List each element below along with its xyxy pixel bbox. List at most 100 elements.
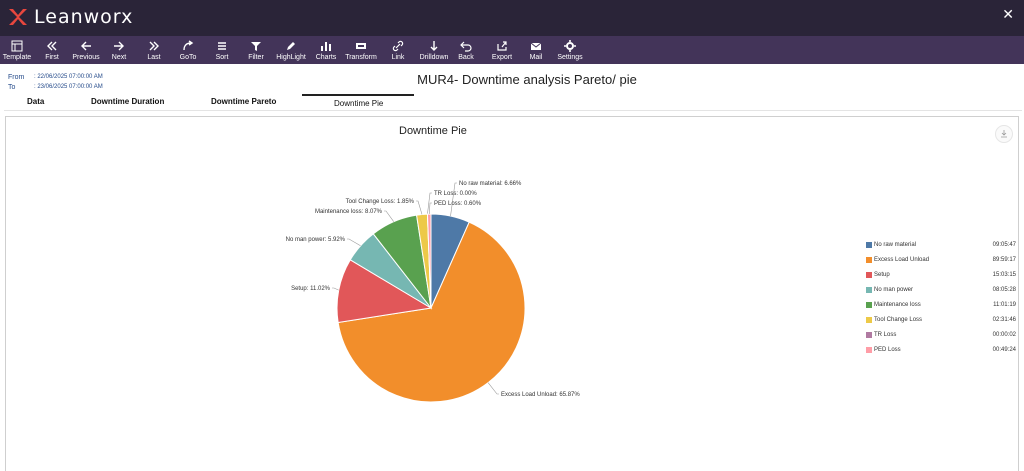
link-icon xyxy=(392,40,404,52)
export-icon xyxy=(497,41,507,51)
toolbar-label: Sort xyxy=(215,54,229,61)
legend-name: Excess Load Unload xyxy=(874,257,930,263)
chart-legend: No raw material 09:05:47 Excess Load Unloa… xyxy=(866,240,1016,360)
toolbar-link-button[interactable]: Link xyxy=(390,36,406,64)
page-title-wrap: MUR4- Downtime analysis Pareto/ pie xyxy=(0,72,1024,87)
toolbar-highlight-button[interactable]: HighLight xyxy=(276,36,306,64)
toolbar-label: Template xyxy=(2,54,32,61)
toolbar-first-button[interactable]: First xyxy=(44,36,60,64)
toolbar-label: Last xyxy=(147,54,161,61)
toolbar-goto-button[interactable]: GoTo xyxy=(178,36,198,64)
charts-icon xyxy=(321,42,331,51)
legend-duration: 02:31:46 xyxy=(992,317,1016,323)
legend-item[interactable]: TR Loss 00:00:02 xyxy=(866,330,1016,345)
toolbar-label: First xyxy=(45,54,59,61)
toolbar-label: Next xyxy=(111,54,127,61)
toolbar-charts-button[interactable]: Charts xyxy=(315,36,337,64)
legend-item[interactable]: No raw material 09:05:47 xyxy=(866,240,1016,255)
toolbar-drilldown-button[interactable]: Drilldown xyxy=(420,36,448,64)
legend-duration: 11:01:19 xyxy=(993,302,1016,308)
legend-name: TR Loss xyxy=(874,332,897,338)
from-value: : 22/06/2025 07:00:00 AM xyxy=(34,74,103,80)
legend-item[interactable]: Tool Change Loss 02:31:46 xyxy=(866,315,1016,330)
toolbar: Template First Previous Next Last GoTo Sort Fil… xyxy=(0,36,1024,64)
legend-name: No man power xyxy=(874,287,914,293)
back-icon xyxy=(460,41,472,52)
toolbar-label: Previous xyxy=(72,54,100,61)
chart-title: Downtime Pie xyxy=(399,125,467,137)
app-logo: Leanworx xyxy=(8,6,133,28)
drilldown-icon xyxy=(430,41,438,51)
toolbar-last-button[interactable]: Last xyxy=(146,36,162,64)
template-icon xyxy=(11,40,23,52)
toolbar-label: Export xyxy=(491,54,513,61)
goto-icon xyxy=(183,40,194,51)
toolbar-template-button[interactable]: Template xyxy=(2,36,32,64)
toolbar-label: Link xyxy=(391,54,405,61)
sort-icon xyxy=(218,42,226,50)
report-tabs: Data Downtime Duration Downtime Pareto D… xyxy=(4,94,1022,111)
settings-icon xyxy=(564,40,576,52)
download-button[interactable] xyxy=(995,125,1013,143)
tab-data[interactable]: Data xyxy=(27,97,45,106)
legend-swatch xyxy=(866,317,872,323)
download-icon xyxy=(1001,130,1007,138)
to-value: : 23/06/2025 07:00:00 AM xyxy=(34,84,103,90)
app-header: Leanworx ✕ xyxy=(0,0,1024,36)
legend-name: PED Loss xyxy=(874,347,901,353)
toolbar-label: Back xyxy=(458,54,474,61)
toolbar-back-button[interactable]: Back xyxy=(458,36,474,64)
close-icon: ✕ xyxy=(1002,6,1014,22)
leanworx-logo-icon xyxy=(9,9,27,25)
legend-item[interactable]: No man power 08:05:28 xyxy=(866,285,1016,300)
mail-icon xyxy=(530,42,542,50)
toolbar-transform-button[interactable]: Transform xyxy=(345,36,377,64)
legend-duration: 89:59:17 xyxy=(992,257,1016,263)
legend-duration: 09:05:47 xyxy=(992,242,1016,248)
filter-icon xyxy=(251,42,261,51)
toolbar-label: GoTo xyxy=(179,54,197,61)
active-tab-indicator xyxy=(302,94,414,96)
last-icon xyxy=(149,41,159,51)
legend-name: No raw material xyxy=(874,242,917,248)
toolbar-filter-button[interactable]: Filter xyxy=(247,36,265,64)
tab-downtime-pie[interactable]: Downtime Pie xyxy=(334,99,384,108)
legend-name: Setup xyxy=(874,272,890,278)
tab-downtime-duration[interactable]: Downtime Duration xyxy=(91,97,165,106)
close-button[interactable]: ✕ xyxy=(1002,6,1014,23)
legend-item[interactable]: Excess Load Unload 89:59:17 xyxy=(866,255,1016,270)
highlight-icon xyxy=(287,42,295,50)
to-label: To xyxy=(8,83,16,91)
toolbar-label: Filter xyxy=(248,54,264,61)
legend-duration: 08:05:28 xyxy=(992,287,1016,293)
legend-item[interactable]: Setup 15:03:15 xyxy=(866,270,1016,285)
legend-swatch xyxy=(866,272,872,278)
previous-icon xyxy=(81,41,91,51)
toolbar-mail-button[interactable]: Mail xyxy=(528,36,544,64)
legend-name: Tool Change Loss xyxy=(874,317,923,323)
legend-duration: 00:00:02 xyxy=(992,332,1016,338)
tab-downtime-pareto[interactable]: Downtime Pareto xyxy=(211,97,277,106)
legend-swatch xyxy=(866,257,872,263)
toolbar-next-button[interactable]: Next xyxy=(111,36,127,64)
next-icon xyxy=(114,41,124,51)
toolbar-settings-button[interactable]: Settings xyxy=(557,36,583,64)
toolbar-label: Settings xyxy=(557,54,583,61)
legend-item[interactable]: PED Loss 00:49:24 xyxy=(866,345,1016,360)
app-logo-text: Leanworx xyxy=(34,6,134,28)
toolbar-label: Charts xyxy=(315,54,337,61)
first-icon xyxy=(47,41,57,51)
legend-swatch xyxy=(866,347,872,353)
report-date-range: From : 22/06/2025 07:00:00 AM To : 23/06… xyxy=(8,72,103,92)
toolbar-sort-button[interactable]: Sort xyxy=(213,36,231,64)
legend-item[interactable]: Maintenance loss 11:01:19 xyxy=(866,300,1016,315)
legend-swatch xyxy=(866,332,872,338)
legend-swatch xyxy=(866,287,872,293)
toolbar-label: Mail xyxy=(529,54,543,61)
toolbar-previous-button[interactable]: Previous xyxy=(72,36,100,64)
legend-swatch xyxy=(866,302,872,308)
chart-panel: Downtime Pie No raw material 09:05:47 Exce… xyxy=(5,116,1019,471)
page-title: MUR4- Downtime analysis Pareto/ pie xyxy=(417,72,637,87)
toolbar-export-button[interactable]: Export xyxy=(491,36,513,64)
legend-duration: 00:49:24 xyxy=(992,347,1016,353)
